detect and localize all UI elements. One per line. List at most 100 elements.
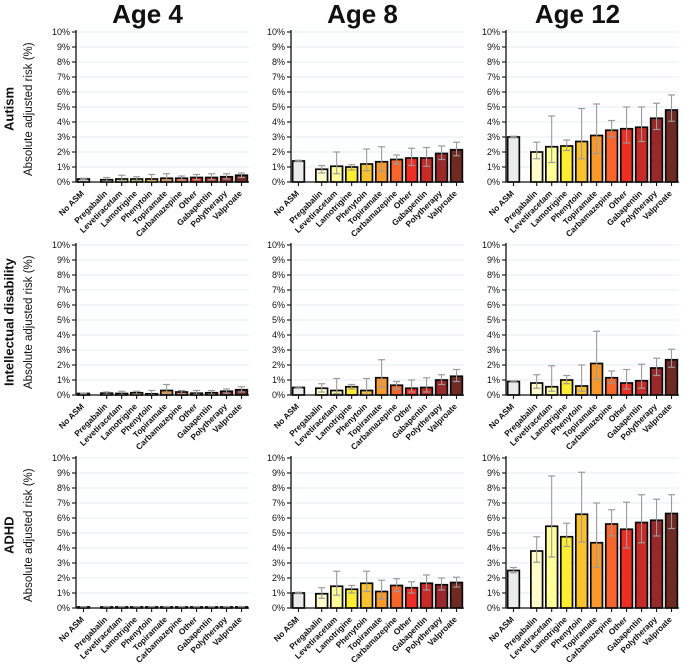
svg-text:4%: 4% — [272, 330, 285, 340]
svg-text:4%: 4% — [487, 330, 500, 340]
svg-text:2%: 2% — [487, 147, 500, 157]
row-autism: Autism Absolute adjusted risk (%) 0% 1% 2%… — [0, 28, 685, 241]
svg-text:8%: 8% — [272, 483, 285, 493]
svg-text:7%: 7% — [57, 72, 70, 82]
svg-text:7%: 7% — [487, 285, 500, 295]
svg-text:0%: 0% — [57, 390, 70, 400]
svg-text:7%: 7% — [272, 72, 285, 82]
svg-text:2%: 2% — [57, 360, 70, 370]
svg-text:8%: 8% — [272, 57, 285, 67]
svg-text:0%: 0% — [487, 603, 500, 613]
svg-text:3%: 3% — [57, 132, 70, 142]
svg-text:6%: 6% — [487, 87, 500, 97]
row-label-adhd: ADHD — [1, 516, 17, 554]
chart-adhd-age12: 0% 1% 2% 3% 4% 5% 6% 7% 8% 9% 10% No ASM Pregabalin L… — [470, 454, 685, 667]
svg-text:5%: 5% — [272, 315, 285, 325]
svg-text:5%: 5% — [57, 315, 70, 325]
svg-text:8%: 8% — [57, 57, 70, 67]
svg-text:6%: 6% — [272, 87, 285, 97]
svg-text:8%: 8% — [487, 57, 500, 67]
svg-text:1%: 1% — [272, 588, 285, 598]
y-axis-title: Absolute adjusted risk (%) — [23, 255, 35, 389]
svg-text:2%: 2% — [57, 147, 70, 157]
svg-text:9%: 9% — [272, 255, 285, 265]
svg-text:0%: 0% — [272, 177, 285, 187]
svg-text:5%: 5% — [272, 102, 285, 112]
svg-text:9%: 9% — [487, 255, 500, 265]
svg-text:5%: 5% — [487, 528, 500, 538]
svg-text:1%: 1% — [272, 162, 285, 172]
svg-text:9%: 9% — [57, 42, 70, 52]
svg-text:10%: 10% — [52, 28, 70, 37]
svg-text:3%: 3% — [57, 558, 70, 568]
row-intellectual-disability: Intellectual disability Absolute adjuste… — [0, 241, 685, 454]
svg-text:3%: 3% — [272, 345, 285, 355]
svg-text:9%: 9% — [272, 42, 285, 52]
svg-text:2%: 2% — [57, 573, 70, 583]
svg-text:8%: 8% — [57, 483, 70, 493]
svg-text:7%: 7% — [272, 498, 285, 508]
svg-text:4%: 4% — [272, 543, 285, 553]
svg-text:10%: 10% — [267, 28, 285, 37]
svg-text:3%: 3% — [487, 345, 500, 355]
col-title-age-4: Age 4 — [112, 0, 183, 29]
svg-text:3%: 3% — [487, 558, 500, 568]
svg-text:7%: 7% — [487, 72, 500, 82]
svg-text:10%: 10% — [482, 28, 500, 37]
svg-text:6%: 6% — [57, 87, 70, 97]
svg-text:10%: 10% — [52, 241, 70, 250]
y-axis-title: Absolute adjusted risk (%) — [23, 42, 35, 176]
svg-text:3%: 3% — [272, 132, 285, 142]
svg-text:9%: 9% — [487, 468, 500, 478]
svg-text:2%: 2% — [487, 573, 500, 583]
svg-text:6%: 6% — [272, 300, 285, 310]
svg-text:1%: 1% — [57, 375, 70, 385]
svg-text:6%: 6% — [487, 300, 500, 310]
svg-text:1%: 1% — [57, 162, 70, 172]
row-adhd: ADHD Absolute adjusted risk (%) 0% 1% 2% 3%… — [0, 454, 685, 667]
svg-text:9%: 9% — [57, 255, 70, 265]
svg-text:2%: 2% — [272, 573, 285, 583]
svg-text:1%: 1% — [272, 375, 285, 385]
svg-text:5%: 5% — [272, 528, 285, 538]
svg-text:4%: 4% — [57, 543, 70, 553]
svg-text:6%: 6% — [487, 513, 500, 523]
svg-text:0%: 0% — [487, 390, 500, 400]
svg-text:10%: 10% — [482, 241, 500, 250]
svg-text:4%: 4% — [57, 117, 70, 127]
svg-text:5%: 5% — [487, 315, 500, 325]
svg-text:2%: 2% — [487, 360, 500, 370]
svg-text:1%: 1% — [57, 588, 70, 598]
svg-text:4%: 4% — [487, 543, 500, 553]
svg-text:7%: 7% — [57, 498, 70, 508]
svg-text:8%: 8% — [57, 270, 70, 280]
svg-text:9%: 9% — [487, 42, 500, 52]
chart-adhd-age4: 0% 1% 2% 3% 4% 5% 6% 7% 8% 9% 10% No ASM Pregabalin L… — [40, 454, 255, 667]
svg-text:0%: 0% — [57, 603, 70, 613]
svg-text:0%: 0% — [272, 603, 285, 613]
svg-text:8%: 8% — [487, 270, 500, 280]
chart-intellectual-disability-age4: 0% 1% 2% 3% 4% 5% 6% 7% 8% 9% 10% No ASM Pregabalin L… — [40, 241, 255, 454]
svg-text:2%: 2% — [272, 147, 285, 157]
svg-text:2%: 2% — [272, 360, 285, 370]
svg-text:8%: 8% — [272, 270, 285, 280]
svg-text:6%: 6% — [57, 300, 70, 310]
svg-text:4%: 4% — [272, 117, 285, 127]
svg-text:9%: 9% — [57, 468, 70, 478]
svg-text:3%: 3% — [57, 345, 70, 355]
svg-text:3%: 3% — [272, 558, 285, 568]
svg-text:5%: 5% — [487, 102, 500, 112]
svg-text:0%: 0% — [272, 390, 285, 400]
svg-text:10%: 10% — [267, 454, 285, 463]
chart-autism-age8: 0% 1% 2% 3% 4% 5% 6% 7% 8% 9% 10% No ASM Pregabalin L… — [255, 28, 470, 241]
svg-text:0%: 0% — [487, 177, 500, 187]
row-label-autism: Autism — [1, 86, 17, 132]
svg-text:6%: 6% — [57, 513, 70, 523]
svg-text:0%: 0% — [57, 177, 70, 187]
svg-text:4%: 4% — [487, 117, 500, 127]
svg-text:6%: 6% — [272, 513, 285, 523]
y-axis-title: Absolute adjusted risk (%) — [23, 468, 35, 602]
svg-text:1%: 1% — [487, 375, 500, 385]
row-label-intellectual-disability: Intellectual disability — [1, 258, 17, 386]
